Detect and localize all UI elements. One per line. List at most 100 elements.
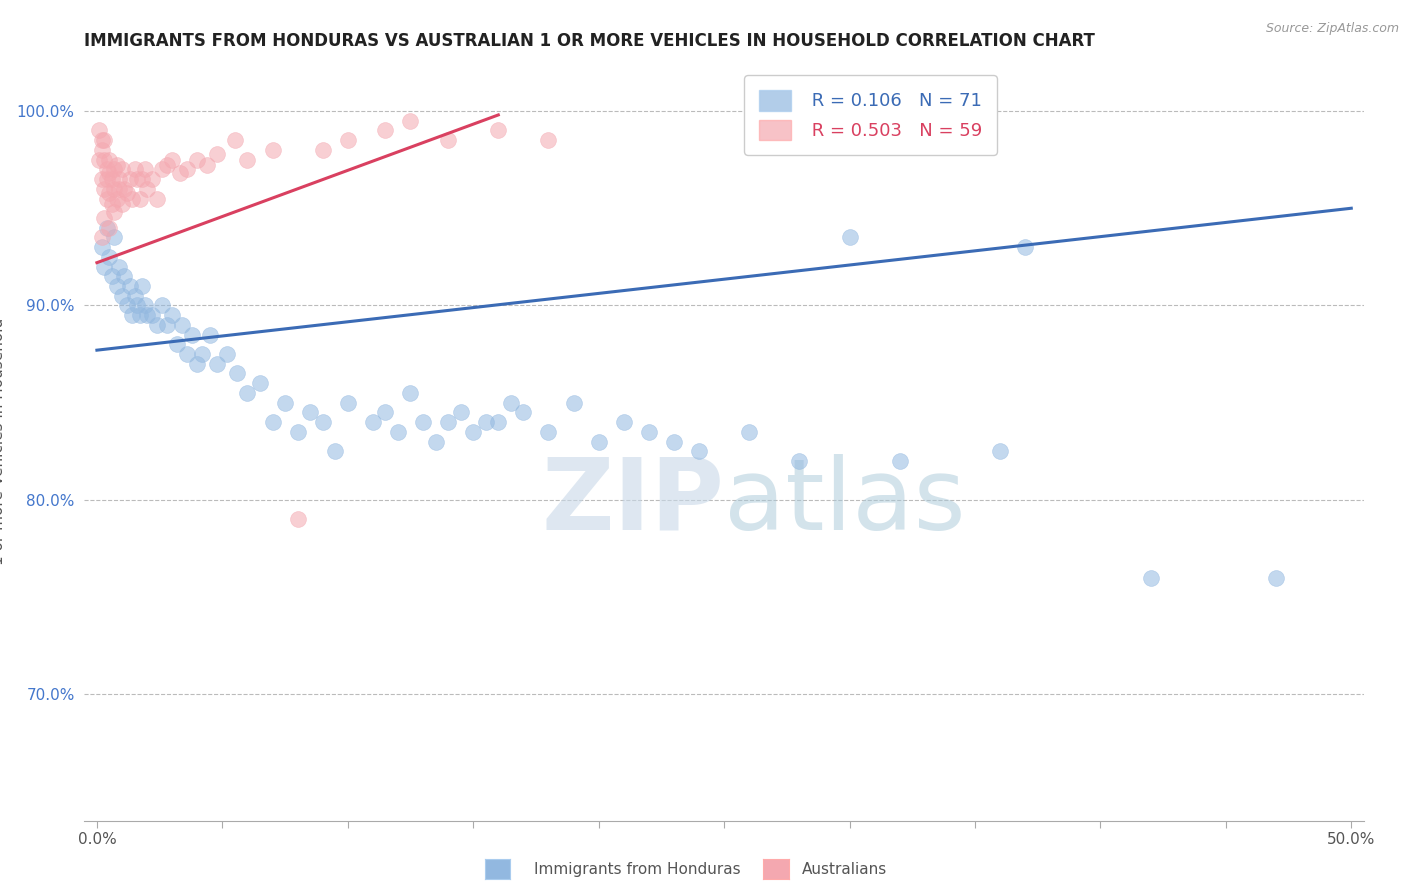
Point [111,289,134,303]
Point [96,192,118,206]
Point [889,454,911,468]
Point [134,298,156,312]
Point [588,434,610,449]
Point [412,415,434,429]
Point [236,386,259,401]
Point [988,444,1011,458]
Point [374,123,396,137]
Point [105,279,128,293]
Text: Immigrants from Honduras: Immigrants from Honduras [534,863,741,877]
Point [262,143,284,157]
Point [128,192,150,206]
Point [463,425,485,439]
Point [101,197,124,211]
Point [136,308,159,322]
Point [131,279,153,293]
Point [186,153,208,167]
Point [474,415,496,429]
Point [146,192,169,206]
Point [141,172,163,186]
Point [96,220,118,235]
Point [98,220,121,235]
Point [562,395,585,409]
Point [93,182,115,196]
Point [789,454,811,468]
Text: Australians: Australians [801,863,887,877]
Point [98,250,121,264]
Point [336,395,359,409]
Point [537,425,560,439]
Point [124,162,146,177]
Point [181,327,204,342]
Point [121,192,143,206]
Point [637,425,659,439]
Point [89,123,111,137]
Point [90,230,112,244]
Point [103,182,125,196]
Point [1139,571,1161,585]
Point [125,172,148,186]
Text: Source: ZipAtlas.com: Source: ZipAtlas.com [1265,22,1399,36]
Point [224,133,246,147]
Point [226,367,249,381]
Point [98,186,121,200]
Point [134,162,156,177]
Point [103,162,125,177]
Point [486,123,509,137]
Point [89,153,111,167]
Point [336,133,359,147]
Point [499,395,522,409]
Point [96,172,118,186]
Point [186,357,208,371]
Point [93,153,115,167]
Point [108,182,131,196]
Point [103,230,125,244]
Point [93,133,115,147]
Point [613,415,636,429]
Point [136,182,159,196]
Point [274,395,297,409]
Point [125,298,148,312]
Point [287,425,309,439]
Point [121,308,143,322]
Point [838,230,860,244]
Point [166,337,188,351]
Point [387,425,409,439]
Point [105,159,128,173]
Text: ZIP: ZIP [541,454,724,550]
Point [98,166,121,180]
Point [103,205,125,219]
Point [128,308,150,322]
Point [90,143,112,157]
Point [207,357,229,371]
Point [90,133,112,147]
Point [512,405,534,419]
Text: atlas: atlas [724,454,966,550]
Point [93,211,115,225]
Point [131,172,153,186]
Point [156,318,179,332]
Point [207,146,229,161]
Point [160,308,183,322]
Point [176,347,198,361]
Point [98,153,121,167]
Point [399,113,422,128]
Point [486,415,509,429]
Point [118,279,141,293]
Point [437,133,460,147]
Point [160,153,183,167]
Point [101,172,124,186]
Point [105,192,128,206]
Point [312,143,335,157]
Point [141,308,163,322]
Point [124,289,146,303]
Point [312,415,335,429]
Point [738,425,761,439]
Point [156,159,179,173]
Point [236,153,259,167]
Point [150,162,173,177]
Point [96,162,118,177]
Point [118,172,141,186]
Point [450,405,472,419]
Point [191,347,214,361]
